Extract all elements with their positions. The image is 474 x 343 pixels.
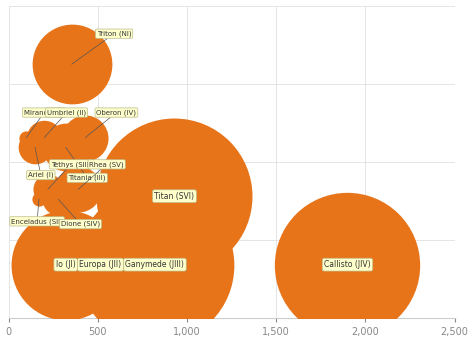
Point bbox=[82, 135, 89, 140]
Point bbox=[62, 262, 70, 268]
Text: Io (JI): Io (JI) bbox=[56, 260, 75, 269]
Point bbox=[23, 135, 30, 140]
Text: Callisto (JIV): Callisto (JIV) bbox=[324, 260, 371, 269]
Text: Titan (SVI): Titan (SVI) bbox=[155, 192, 194, 201]
Point bbox=[151, 262, 159, 268]
Text: Titania (III): Titania (III) bbox=[66, 147, 106, 181]
Point bbox=[40, 135, 48, 140]
Point bbox=[68, 61, 75, 67]
Text: Enceladus (SII): Enceladus (SII) bbox=[11, 199, 63, 225]
Point bbox=[44, 187, 52, 192]
Point bbox=[97, 262, 104, 268]
Point bbox=[344, 262, 351, 268]
Point bbox=[171, 193, 178, 199]
Text: Miranda (V): Miranda (V) bbox=[24, 109, 64, 138]
Text: Triton (NI): Triton (NI) bbox=[72, 31, 131, 64]
Point bbox=[35, 197, 43, 202]
Point bbox=[31, 145, 39, 150]
Text: Oberon (IV): Oberon (IV) bbox=[85, 109, 137, 138]
Text: Tethys (SIII): Tethys (SIII) bbox=[48, 161, 91, 189]
Text: Ariel (I): Ariel (I) bbox=[28, 147, 54, 178]
Text: Rhea (SV): Rhea (SV) bbox=[78, 161, 124, 189]
Point bbox=[74, 187, 82, 192]
Text: Umbriel (II): Umbriel (II) bbox=[44, 109, 86, 138]
Point bbox=[62, 145, 70, 150]
Text: Ganymede (JIII): Ganymede (JIII) bbox=[126, 260, 184, 269]
Point bbox=[55, 197, 62, 202]
Text: Dione (SIV): Dione (SIV) bbox=[58, 199, 100, 227]
Text: Europa (JII): Europa (JII) bbox=[80, 260, 121, 269]
